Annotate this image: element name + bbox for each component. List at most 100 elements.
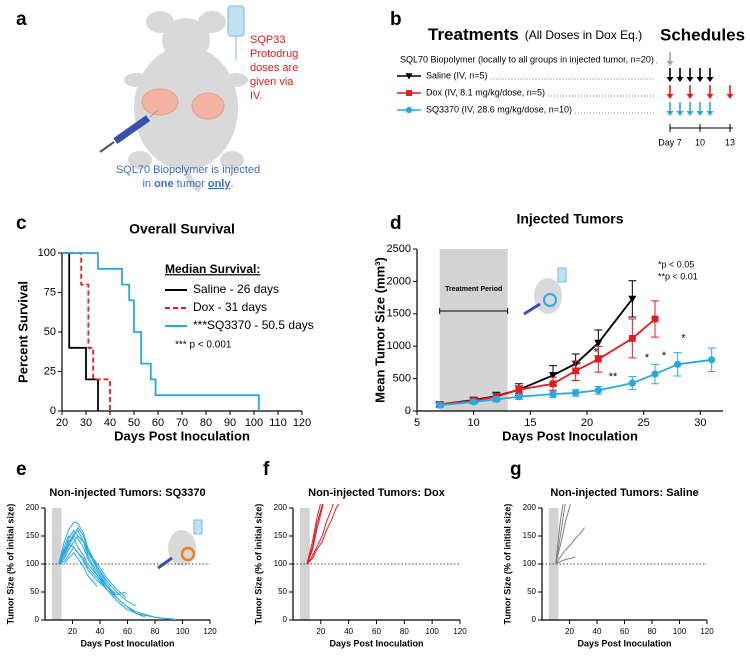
- arrow-head: [696, 77, 704, 82]
- y-tick-label: 200: [26, 503, 40, 512]
- x-tick-label: 120: [203, 627, 217, 636]
- series-line: [555, 527, 586, 565]
- dose-arrow: [706, 68, 714, 82]
- dose-arrow: [726, 85, 734, 99]
- dose-arrow: [706, 102, 714, 116]
- syringe: [113, 115, 151, 144]
- arrow-head: [686, 111, 694, 116]
- data-point: [651, 370, 659, 378]
- series-line: [555, 504, 566, 565]
- series-line: [555, 556, 576, 565]
- arrow-head: [726, 94, 734, 99]
- y-tick-label: 100: [26, 559, 40, 568]
- text-run: .: [230, 178, 233, 190]
- y-tick-label: 100: [523, 559, 537, 568]
- x-tick-label: 70: [176, 417, 188, 429]
- text-run: only: [208, 178, 231, 190]
- chart-title: Non-injected Tumors: SQ3370: [49, 487, 205, 499]
- period-bracket: [439, 308, 509, 314]
- x-tick-label: 100: [673, 627, 687, 636]
- legend-marker: [406, 90, 412, 96]
- dose-arrow: [686, 85, 694, 99]
- arrow-head: [706, 111, 714, 116]
- y-tick-label: 50: [44, 326, 56, 338]
- series-line: [62, 252, 111, 411]
- subtitle: (All Doses in Dox Eq.): [525, 28, 642, 42]
- y-tick-label: 150: [523, 531, 537, 540]
- data-point: [470, 398, 478, 406]
- iv-bag: [227, 5, 245, 37]
- series-line: [58, 529, 127, 596]
- x-tick-label: 30: [80, 417, 92, 429]
- schedule-tick-label: 10: [695, 137, 705, 147]
- mouse-paw: [220, 151, 244, 169]
- x-tick-label: 60: [123, 627, 132, 636]
- data-point: [492, 395, 500, 403]
- x-tick-label: 5: [414, 417, 420, 429]
- iv-text: doses are: [250, 62, 298, 74]
- iv-text: IV.: [250, 90, 262, 102]
- mouse-paw: [128, 151, 152, 169]
- title: Treatments: [428, 25, 519, 44]
- x-tick-label: 40: [96, 627, 105, 636]
- data-point: [674, 360, 682, 368]
- panel-letter: g: [510, 459, 522, 480]
- dose-arrow: [696, 102, 704, 116]
- arrow-head: [676, 77, 684, 82]
- dose-arrow: [706, 85, 714, 99]
- schedule-tick-label: 13: [725, 137, 735, 147]
- y-tick-label: 200: [274, 503, 288, 512]
- x-tick-label: 100: [176, 627, 190, 636]
- data-point: [572, 367, 580, 375]
- y-tick-label: 1000: [387, 340, 411, 352]
- data-point: [594, 355, 602, 363]
- x-tick-label: 110: [269, 417, 287, 429]
- y-tick-label: 0: [532, 615, 537, 624]
- y-axis-label: Percent Survival: [15, 281, 30, 383]
- treatment-label: Dox (IV, 8.1 mg/kg/dose, n=5): [426, 87, 545, 97]
- iv-bag: [557, 267, 567, 283]
- injection-text: in one tumor only.: [142, 178, 233, 190]
- y-tick-label: 150: [26, 531, 40, 540]
- legend-label: Saline - 26 days: [193, 282, 279, 296]
- annotation: **p < 0.01: [658, 271, 698, 281]
- series-line: [306, 504, 321, 565]
- syringe-plunger: [99, 141, 115, 153]
- x-tick-label: 60: [152, 417, 164, 429]
- arrow-head: [706, 77, 714, 82]
- significance-label: *: [577, 360, 582, 372]
- y-tick-label: 2000: [387, 275, 411, 287]
- data-point: [549, 390, 557, 398]
- y-axis-label: Tumor Size (% of initial size): [502, 504, 512, 625]
- chart-title: Overall Survival: [129, 221, 235, 237]
- x-axis-label: Days Post Inoculation: [80, 638, 174, 648]
- series-line: [58, 552, 98, 587]
- series-line: [62, 252, 260, 411]
- annotation: *** p < 0.001: [175, 340, 232, 351]
- arrow-head: [686, 77, 694, 82]
- needle: [149, 109, 159, 118]
- panel-letter: a: [16, 9, 27, 30]
- shading-label: Treatment Period: [445, 286, 502, 293]
- series-line: [58, 543, 117, 598]
- x-tick-label: 40: [593, 627, 602, 636]
- panel-letter: f: [263, 459, 270, 480]
- arrow-head: [696, 111, 704, 116]
- data-point: [515, 393, 523, 401]
- y-tick-label: 50: [527, 587, 536, 596]
- x-tick-label: 15: [524, 417, 536, 429]
- arrow-head: [686, 94, 694, 99]
- arrow-head: [706, 94, 714, 99]
- dose-arrow: [686, 102, 694, 116]
- dose-arrow: [686, 68, 694, 82]
- significance-label: *: [662, 350, 667, 362]
- x-tick-label: 60: [620, 627, 629, 636]
- x-tick-label: 120: [700, 627, 714, 636]
- arrow-head: [666, 61, 674, 66]
- series-line: [58, 535, 146, 618]
- data-point: [594, 339, 603, 347]
- dose-arrow: [696, 68, 704, 82]
- x-tick-label: 80: [400, 627, 409, 636]
- data-point: [628, 295, 637, 303]
